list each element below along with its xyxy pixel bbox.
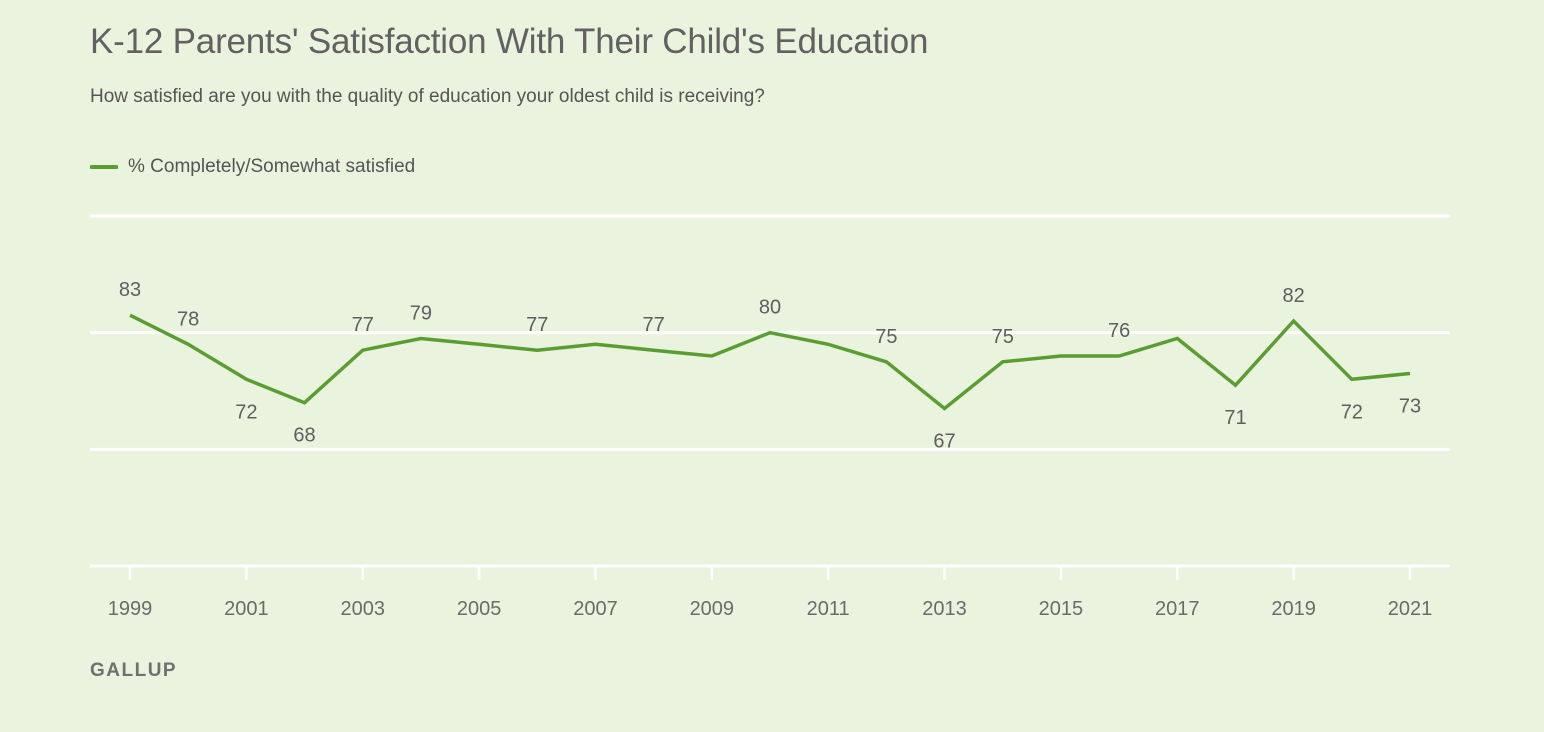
series-group <box>129 313 1411 411</box>
data-labels: 83 78 72 68 77 79 77 77 80 75 67 75 76 71 82 72 73 <box>119 279 1421 452</box>
data-label-2013: 67 <box>933 431 955 453</box>
gridlines <box>90 214 1450 568</box>
data-label-2018: 71 <box>1224 407 1246 429</box>
data-label-2002: 68 <box>293 425 315 447</box>
x-tick-label-2019: 2019 <box>1271 598 1316 620</box>
series-line <box>129 313 1411 411</box>
legend: % Completely/Somewhat satisfied <box>90 156 415 178</box>
data-label-2000: 78 <box>177 308 199 330</box>
data-label-2016: 76 <box>1108 320 1130 342</box>
legend-swatch <box>90 165 118 169</box>
x-tick-label-2007: 2007 <box>573 598 618 620</box>
data-label-2006: 77 <box>526 314 548 336</box>
data-label-2010: 80 <box>759 297 781 319</box>
x-tick-label-1999: 1999 <box>108 598 153 620</box>
data-label-2001: 72 <box>235 401 257 423</box>
legend-label: % Completely/Somewhat satisfied <box>128 156 416 177</box>
x-tick-label-2017: 2017 <box>1155 598 1200 620</box>
x-tick-label-2009: 2009 <box>690 598 735 620</box>
data-label-2019: 82 <box>1283 285 1305 307</box>
x-tick-label-2011: 2011 <box>807 598 850 620</box>
data-label-1999: 83 <box>119 279 141 301</box>
x-tick-label-2003: 2003 <box>340 598 385 620</box>
x-tick-label-2001: 2001 <box>224 598 269 620</box>
x-tick-label-2013: 2013 <box>922 598 967 620</box>
data-label-2004: 79 <box>410 303 432 325</box>
data-label-2021: 73 <box>1399 396 1421 418</box>
x-tick-label-2021: 2021 <box>1388 598 1433 620</box>
x-axis: 1999 2001 2003 2005 2007 2009 2011 2013 2015 2017… <box>108 566 1433 620</box>
data-label-2012: 75 <box>875 326 897 348</box>
source-credit: GALLUP <box>90 660 178 681</box>
chart-title: K-12 Parents' Satisfaction With Their Ch… <box>90 22 929 61</box>
chart-subtitle: How satisfied are you with the quality o… <box>90 86 765 107</box>
data-label-2003: 77 <box>352 314 374 336</box>
data-label-2020: 72 <box>1341 401 1363 423</box>
x-tick-label-2015: 2015 <box>1039 598 1084 620</box>
x-tick-label-2005: 2005 <box>457 598 502 620</box>
data-label-2014: 75 <box>992 326 1014 348</box>
data-label-2008: 77 <box>643 314 665 336</box>
